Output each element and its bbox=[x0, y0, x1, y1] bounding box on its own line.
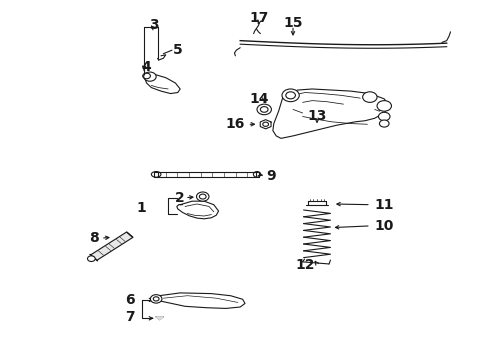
Circle shape bbox=[88, 256, 95, 261]
Polygon shape bbox=[91, 232, 133, 260]
Circle shape bbox=[196, 192, 209, 201]
Text: 6: 6 bbox=[125, 293, 135, 307]
Circle shape bbox=[150, 294, 162, 303]
Text: 15: 15 bbox=[283, 16, 303, 30]
Text: 11: 11 bbox=[375, 198, 394, 212]
Text: 7: 7 bbox=[125, 310, 135, 324]
Text: 2: 2 bbox=[175, 191, 185, 204]
Circle shape bbox=[144, 72, 156, 81]
Circle shape bbox=[282, 89, 299, 102]
Text: 12: 12 bbox=[295, 258, 315, 272]
Text: 13: 13 bbox=[307, 109, 327, 123]
Circle shape bbox=[377, 101, 392, 111]
Text: 17: 17 bbox=[250, 11, 269, 25]
Circle shape bbox=[379, 120, 389, 127]
Text: 1: 1 bbox=[137, 201, 147, 215]
Text: 16: 16 bbox=[225, 117, 245, 131]
Text: 3: 3 bbox=[149, 18, 159, 32]
Circle shape bbox=[378, 112, 390, 121]
Polygon shape bbox=[156, 317, 163, 320]
Text: 4: 4 bbox=[142, 60, 151, 74]
Text: 5: 5 bbox=[173, 43, 183, 57]
Circle shape bbox=[363, 92, 377, 102]
Text: 9: 9 bbox=[267, 170, 276, 184]
Circle shape bbox=[257, 104, 271, 115]
Text: 8: 8 bbox=[89, 231, 98, 245]
Text: 10: 10 bbox=[375, 219, 394, 233]
Text: 14: 14 bbox=[250, 92, 269, 106]
